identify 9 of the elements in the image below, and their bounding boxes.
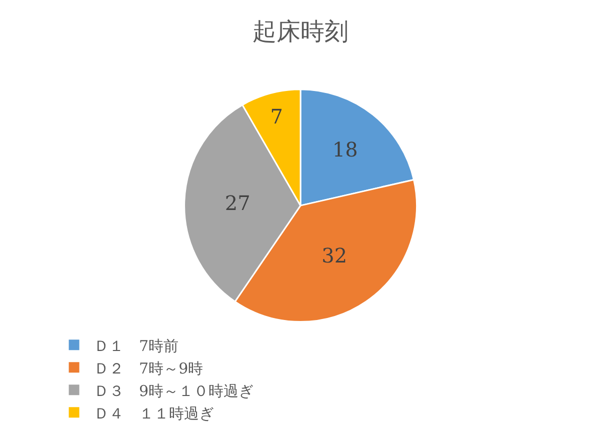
data-label: 27 [224, 191, 250, 216]
legend-label: Ｄ１ 7時前 [94, 336, 179, 355]
legend-label: Ｄ３ 9時～１０時過ぎ [94, 382, 254, 400]
legend-label: Ｄ２ 7時～9時 [94, 359, 204, 378]
data-label: 18 [332, 138, 358, 162]
chart-title: 起床時刻 [252, 18, 348, 46]
data-label: 7 [270, 104, 283, 128]
legend-label: Ｄ４ １１時過ぎ [94, 404, 214, 422]
data-label: 32 [322, 243, 348, 268]
